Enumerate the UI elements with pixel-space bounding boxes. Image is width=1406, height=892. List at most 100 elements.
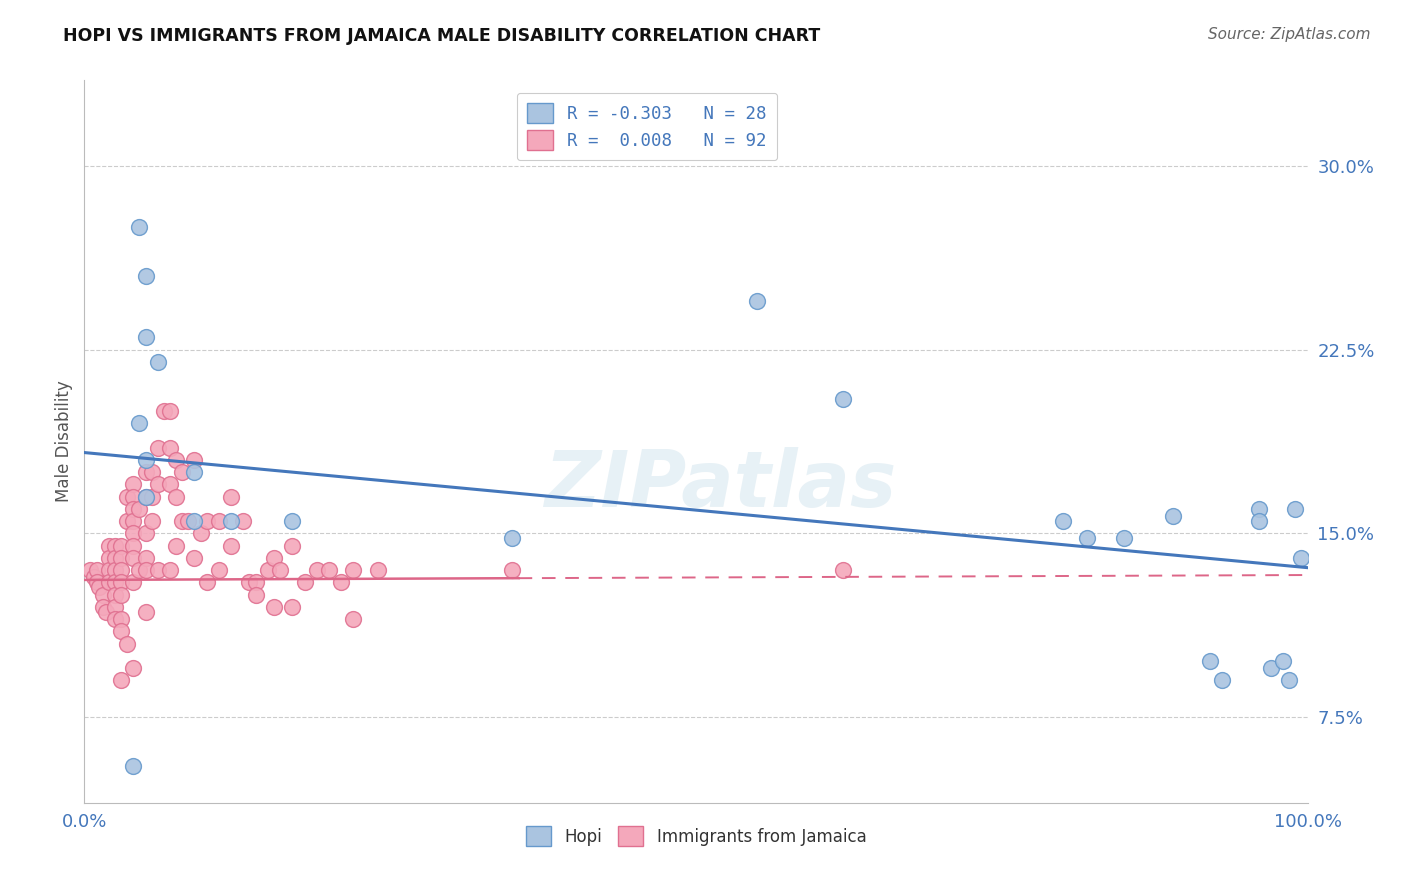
- Point: [183, 453, 205, 467]
- Text: HOPI VS IMMIGRANTS FROM JAMAICA MALE DISABILITY CORRELATION CHART: HOPI VS IMMIGRANTS FROM JAMAICA MALE DIS…: [63, 27, 821, 45]
- Point: [183, 514, 205, 528]
- Point: [135, 465, 157, 479]
- Point: [238, 575, 260, 590]
- Point: [1284, 502, 1306, 516]
- Point: [110, 575, 132, 590]
- Point: [1260, 661, 1282, 675]
- Point: [342, 612, 364, 626]
- Point: [122, 539, 145, 553]
- Point: [104, 539, 127, 553]
- Point: [135, 490, 157, 504]
- Point: [1247, 514, 1270, 528]
- Point: [294, 575, 316, 590]
- Point: [86, 575, 108, 590]
- Point: [1278, 673, 1301, 688]
- Point: [257, 563, 280, 577]
- Point: [83, 570, 105, 584]
- Point: [96, 605, 118, 619]
- Point: [135, 330, 157, 344]
- Point: [318, 563, 340, 577]
- Point: [367, 563, 389, 577]
- Point: [128, 416, 150, 430]
- Point: [128, 220, 150, 235]
- Point: [281, 599, 304, 614]
- Point: [183, 550, 205, 565]
- Point: [1052, 514, 1074, 528]
- Point: [183, 465, 205, 479]
- Point: [159, 404, 181, 418]
- Point: [177, 514, 200, 528]
- Point: [122, 526, 145, 541]
- Point: [110, 588, 132, 602]
- Point: [159, 477, 181, 491]
- Point: [1211, 673, 1233, 688]
- Point: [104, 588, 127, 602]
- Point: [165, 539, 187, 553]
- Point: [245, 575, 267, 590]
- Point: [135, 490, 157, 504]
- Point: [135, 563, 157, 577]
- Point: [122, 661, 145, 675]
- Point: [97, 563, 120, 577]
- Point: [141, 490, 163, 504]
- Point: [104, 612, 127, 626]
- Point: [208, 514, 231, 528]
- Point: [86, 563, 108, 577]
- Point: [97, 539, 120, 553]
- Point: [141, 514, 163, 528]
- Point: [135, 269, 157, 284]
- Point: [122, 502, 145, 516]
- Point: [1247, 502, 1270, 516]
- Point: [281, 539, 304, 553]
- Point: [831, 392, 853, 406]
- Point: [115, 514, 138, 528]
- Text: ZIPatlas: ZIPatlas: [544, 447, 897, 523]
- Point: [104, 563, 127, 577]
- Point: [165, 453, 187, 467]
- Point: [135, 550, 157, 565]
- Point: [172, 465, 194, 479]
- Point: [122, 550, 145, 565]
- Point: [190, 526, 212, 541]
- Point: [122, 514, 145, 528]
- Point: [110, 612, 132, 626]
- Point: [146, 563, 169, 577]
- Point: [135, 526, 157, 541]
- Point: [110, 539, 132, 553]
- Point: [159, 563, 181, 577]
- Point: [110, 624, 132, 639]
- Point: [747, 293, 769, 308]
- Point: [104, 575, 127, 590]
- Point: [110, 550, 132, 565]
- Point: [263, 550, 285, 565]
- Point: [91, 599, 114, 614]
- Point: [1076, 531, 1098, 545]
- Point: [122, 477, 145, 491]
- Point: [502, 531, 524, 545]
- Point: [146, 477, 169, 491]
- Point: [502, 563, 524, 577]
- Point: [1291, 550, 1313, 565]
- Point: [219, 490, 242, 504]
- Point: [128, 502, 150, 516]
- Point: [110, 673, 132, 688]
- Legend: Hopi, Immigrants from Jamaica: Hopi, Immigrants from Jamaica: [519, 820, 873, 852]
- Point: [219, 539, 242, 553]
- Point: [195, 575, 218, 590]
- Point: [1198, 654, 1220, 668]
- Point: [172, 514, 194, 528]
- Point: [165, 490, 187, 504]
- Point: [263, 599, 285, 614]
- Point: [87, 580, 110, 594]
- Point: [104, 550, 127, 565]
- Point: [342, 563, 364, 577]
- Point: [122, 759, 145, 773]
- Point: [115, 490, 138, 504]
- Point: [146, 441, 169, 455]
- Point: [831, 563, 853, 577]
- Point: [122, 490, 145, 504]
- Point: [245, 588, 267, 602]
- Point: [97, 550, 120, 565]
- Point: [135, 453, 157, 467]
- Point: [97, 575, 120, 590]
